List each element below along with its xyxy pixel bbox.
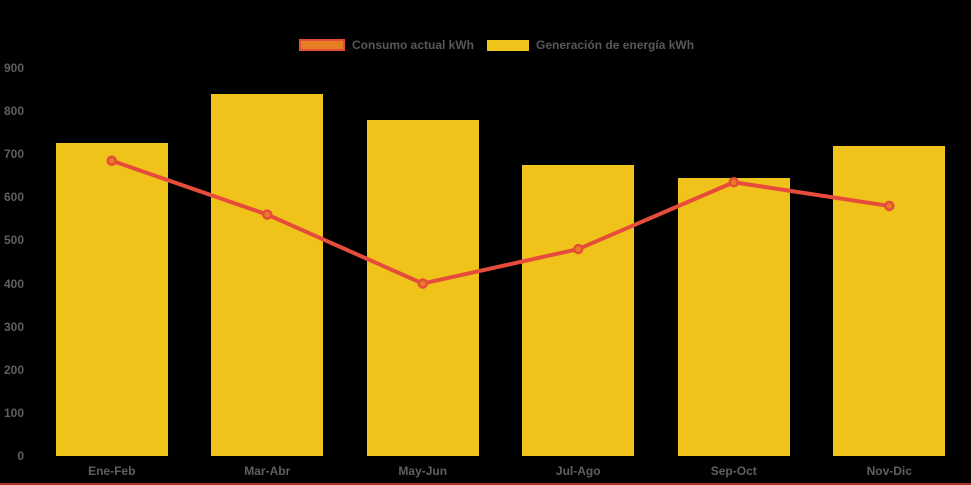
line-point-Nov-Dic[interactable] (884, 200, 895, 212)
x-tick-label-Nov-Dic: Nov-Dic (866, 464, 912, 478)
y-tick-label-300: 300 (3, 319, 24, 334)
bar-Sep-Oct[interactable] (677, 177, 790, 456)
y-tick-label-500: 500 (3, 233, 24, 248)
x-tick-label-Jul-Ago: Jul-Ago (555, 464, 601, 478)
legend-label-consumo: Consumo actual kWh (352, 38, 475, 52)
bottom-accent-line (0, 483, 971, 485)
y-tick-label-400: 400 (3, 276, 24, 291)
line-point-Ene-Feb[interactable] (106, 155, 117, 166)
y-tick-label-700: 700 (3, 147, 24, 162)
line-point-Jul-Ago[interactable] (573, 243, 584, 255)
legend-item-generacion[interactable]: Generación de energía kWh (487, 39, 694, 51)
line-point-Sep-Oct[interactable] (728, 176, 739, 188)
y-tick-label-0: 0 (17, 449, 24, 463)
y-tick-label-100: 100 (3, 405, 24, 420)
bar-Jul-Ago[interactable] (522, 165, 635, 456)
y-tick-label-600: 600 (3, 190, 24, 205)
legend: Consumo actual kWh Generación de energía… (299, 39, 694, 51)
line-point-Mar-Abr[interactable] (262, 209, 273, 220)
legend-swatch-generacion (487, 39, 530, 51)
bar-Nov-Dic[interactable] (833, 145, 946, 456)
x-tick-label-Ene-Feb: Ene-Feb (88, 464, 136, 478)
x-tick-label-Sep-Oct: Sep-Oct (710, 464, 757, 478)
x-tick-label-May-Jun: May-Jun (398, 464, 448, 478)
legend-item-consumo[interactable]: Consumo actual kWh (299, 39, 474, 51)
line-point-May-Jun[interactable] (417, 278, 428, 289)
x-tick-label-Mar-Abr: Mar-Abr (244, 464, 291, 478)
bar-Mar-Abr[interactable] (211, 93, 324, 456)
y-tick-label-800: 800 (3, 104, 24, 119)
legend-swatch-consumo (299, 39, 345, 51)
y-tick-label-900: 900 (3, 61, 24, 75)
y-tick-label-200: 200 (3, 362, 24, 377)
legend-label-generacion: Generación de energía kWh (536, 38, 695, 52)
bar-Ene-Feb[interactable] (55, 143, 168, 456)
